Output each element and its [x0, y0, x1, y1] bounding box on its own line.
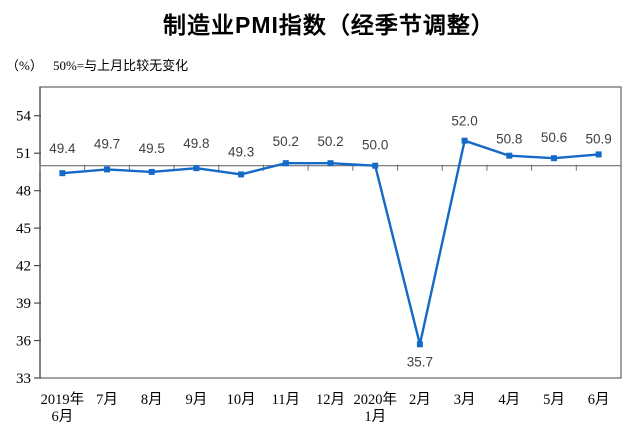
data-point-label: 49.4: [49, 141, 76, 156]
chart-title: 制造业PMI指数（经季节调整）: [163, 12, 495, 38]
pmi-series-line: [61, 139, 600, 346]
data-point-label: 49.3: [228, 144, 254, 159]
data-point-label: 49.5: [139, 141, 165, 156]
data-point-label: 52.0: [451, 114, 477, 129]
y-axis-tick-label: 36: [16, 334, 32, 350]
data-point-label: 35.7: [407, 354, 433, 369]
y-axis-tick-label: 51: [16, 146, 31, 162]
data-point-label: 50.9: [586, 131, 612, 146]
y-axis-tick-label: 48: [16, 184, 31, 200]
x-axis-tick-label: 8月: [141, 392, 163, 408]
reference-line-note: 50%=与上月比较无变化: [53, 58, 189, 73]
data-point-marker: [148, 168, 155, 175]
data-point-label: 50.0: [362, 138, 388, 153]
data-point-marker: [327, 160, 334, 167]
x-axis-tick-label: 6月: [51, 409, 73, 425]
x-axis-tick-label: 10月: [227, 392, 256, 408]
data-point-marker: [372, 162, 379, 169]
y-axis-tick-label: 45: [16, 221, 31, 237]
data-point-marker: [506, 152, 513, 159]
x-axis-tick-label: 6月: [588, 392, 610, 408]
x-axis-tick-label: 2020年: [353, 391, 397, 408]
data-point-label: 49.7: [94, 136, 120, 151]
y-axis-tick-label: 39: [16, 296, 31, 312]
plot-border: [39, 86, 622, 379]
data-point-marker: [550, 155, 557, 162]
data-point-marker: [238, 171, 245, 178]
y-axis-unit-label: （%）: [6, 58, 43, 73]
data-point-marker: [104, 166, 111, 173]
data-point-marker: [595, 151, 602, 158]
data-point-marker: [416, 341, 423, 348]
data-point-marker: [461, 137, 468, 144]
x-axis-tick-label: 7月: [96, 392, 118, 408]
x-axis-tick-label: 2019年: [41, 391, 85, 408]
x-axis-tick-label: 9月: [186, 392, 208, 408]
y-axis-tick-label: 33: [16, 371, 31, 387]
data-point-marker: [193, 165, 200, 172]
x-axis-tick-label: 11月: [272, 392, 300, 408]
x-axis-tick-label: 1月: [364, 409, 386, 425]
data-point-label: 50.2: [273, 134, 299, 149]
data-point-marker: [282, 160, 289, 167]
data-point-label: 50.8: [496, 132, 522, 147]
x-axis-tick-label: 4月: [498, 392, 520, 408]
data-point-label: 49.8: [183, 136, 209, 151]
x-axis-tick-label: 5月: [543, 392, 565, 408]
data-point-label: 50.6: [541, 130, 567, 145]
data-point-marker: [59, 170, 66, 177]
data-point-label: 50.2: [317, 134, 343, 149]
x-axis-tick-label: 12月: [316, 392, 345, 408]
x-axis-tick-label: 2月: [409, 392, 431, 408]
y-axis-tick-label: 54: [16, 109, 32, 125]
x-axis-tick-label: 3月: [454, 392, 476, 408]
y-axis-tick-label: 42: [16, 259, 31, 275]
